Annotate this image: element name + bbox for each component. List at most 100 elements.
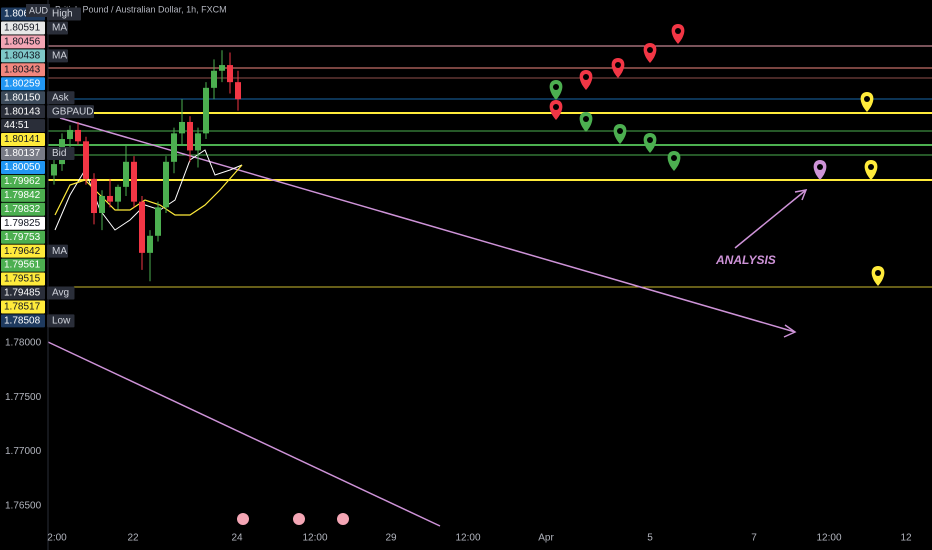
tag-label-box [47, 21, 68, 35]
x-axis-label: 7 [751, 533, 757, 544]
price-tag [1, 147, 45, 160]
tag-label: MA [52, 50, 67, 61]
price-tag [1, 105, 45, 119]
trend-line [47, 341, 441, 527]
price-tag-value: 1.79642 [4, 246, 41, 257]
price-tag [1, 77, 45, 91]
candle-body [179, 121, 185, 134]
candle-body [139, 201, 145, 253]
x-axis-label: 12:00 [455, 533, 480, 544]
candle-body [211, 70, 217, 88]
candle-body [147, 235, 153, 253]
candle-body [195, 133, 201, 151]
y-axis-label: 1.78000 [5, 338, 42, 349]
y-axis-label: 1.77500 [5, 392, 42, 403]
tag-label-box [47, 244, 68, 258]
pin-dot [868, 164, 874, 170]
candle-body [227, 65, 233, 83]
candle-body [235, 82, 241, 100]
price-tag [1, 314, 45, 328]
price-tag-value: 1.79825 [4, 218, 41, 229]
price-tag-value: 1.79842 [4, 190, 41, 201]
price-tag-value: 1.80343 [4, 64, 41, 75]
tag-label: MA [52, 246, 67, 257]
price-tag-value: 1.79561 [4, 260, 41, 271]
candle-body [99, 195, 105, 214]
price-tag-value: 1.79962 [4, 176, 41, 187]
pin-dot [583, 116, 589, 122]
x-axis-label: 12:00 [302, 533, 327, 544]
tag-label: Low [52, 316, 71, 327]
x-axis-label: 29 [385, 533, 397, 544]
analysis-arrow [734, 189, 807, 249]
price-tag [1, 133, 45, 147]
price-tag [1, 230, 45, 244]
tag-label: High [52, 9, 73, 20]
price-tag-value: 1.78517 [4, 302, 41, 313]
x-axis-label: 22 [127, 533, 139, 544]
price-tag [1, 216, 45, 230]
price-tag-value: 1.79485 [4, 288, 41, 299]
price-tag-value: 1.80137 [4, 148, 41, 159]
tag-label: Ask [52, 92, 70, 103]
pin-dot [583, 74, 589, 80]
x-axis-label: 5 [647, 533, 653, 544]
price-tag-value: 1.80150 [4, 92, 41, 103]
event-icon [337, 513, 349, 525]
tag-label-box [47, 105, 94, 119]
pin-dot [647, 47, 653, 53]
pin-dot [671, 155, 677, 161]
arrow-head [794, 189, 808, 201]
tag-label-box [47, 7, 81, 21]
candle-body [131, 161, 137, 202]
candle-body [107, 195, 113, 202]
price-tag-value: 1.80259 [4, 78, 41, 89]
annotation: ANALYSIS [715, 253, 776, 267]
x-axis-label: Apr [538, 533, 554, 544]
price-tag-value: 1.79832 [4, 204, 41, 215]
event-icon [293, 513, 305, 525]
pin-dot [553, 84, 559, 90]
arrow-head [783, 324, 797, 338]
price-tag [1, 188, 45, 202]
price-tag-value: 1.79753 [4, 232, 41, 243]
tag-label-box [47, 286, 75, 300]
tag-label: Avg [52, 288, 69, 299]
x-axis-label: 24 [231, 533, 243, 544]
pin-dot [864, 96, 870, 102]
price-tag [1, 160, 45, 174]
y-axis-label: 1.77000 [5, 446, 42, 457]
event-icon [237, 513, 249, 525]
price-tag-value: 1.80050 [4, 162, 41, 173]
pin-dot [647, 137, 653, 143]
candle-body [187, 121, 193, 151]
price-tag [1, 300, 45, 314]
tag-label-box [47, 91, 75, 105]
pin-dot [875, 270, 881, 276]
symbol-box [26, 4, 50, 17]
candle-body [83, 141, 89, 179]
tag-label: GBPAUD [52, 106, 94, 117]
x-axis-label: 12 [900, 533, 912, 544]
candle-body [155, 207, 161, 236]
tag-label: Bid [52, 148, 66, 159]
price-tag [1, 258, 45, 272]
price-tag [1, 286, 45, 300]
candle-body [203, 87, 209, 134]
pin-dot [553, 104, 559, 110]
tag-label-box [47, 314, 75, 328]
price-tag-value: 1.80603 [4, 9, 41, 20]
candle-body [219, 65, 225, 71]
symbol: AUD [29, 5, 49, 15]
candle-body [67, 129, 73, 140]
candle-body [115, 186, 121, 202]
y-axis-label: 1.76500 [5, 501, 42, 512]
price-tag [1, 272, 45, 286]
tag-label-box [47, 147, 75, 160]
trend-line [59, 117, 796, 333]
pin-dot [675, 28, 681, 34]
price-tag-value: 1.80141 [4, 134, 41, 145]
price-tag-value: 44:51 [4, 120, 29, 131]
